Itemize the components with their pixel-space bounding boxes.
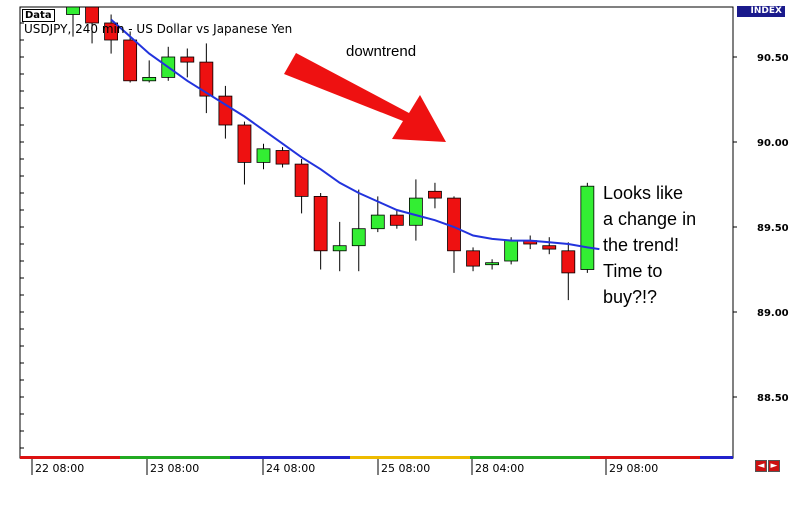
candle (275, 147, 290, 168)
candle-body (389, 214, 404, 226)
candle-body (485, 262, 500, 266)
time-tick-label: 29 08:00 (609, 462, 658, 475)
candle-body (275, 150, 290, 165)
candle-body (504, 240, 519, 262)
price-tick-label: 89.00 (757, 308, 789, 319)
candle (485, 259, 500, 270)
candle (561, 242, 576, 301)
candle (218, 85, 233, 139)
time-tick-label: 24 08:00 (266, 462, 315, 475)
candle-body (428, 190, 442, 199)
time-axis-color-strip (20, 456, 733, 459)
candle (428, 182, 442, 209)
time-tick-label: 22 08:00 (35, 462, 84, 475)
time-axis: 22 08:00 23 08:00 24 08:00 25 08:00 28 04:00… (31, 459, 658, 475)
candle-body (332, 245, 347, 252)
candle (408, 179, 423, 241)
price-tick-label: 90.00 (757, 138, 789, 149)
annotation-line: Time to (603, 261, 663, 281)
candle (447, 196, 461, 273)
candle-body (294, 163, 309, 197)
candle-body (313, 195, 328, 252)
session-color-segment (350, 456, 470, 459)
price-axis: 90.50 90.00 89.50 89.00 88.50 (733, 53, 789, 404)
candle (104, 14, 118, 54)
time-tick-label: 25 08:00 (381, 462, 430, 475)
candle-body (104, 22, 118, 41)
candle (294, 159, 309, 214)
price-tick-label: 89.50 (757, 223, 789, 234)
session-color-segment (590, 456, 700, 459)
session-color-segment (700, 456, 733, 459)
candle-body (351, 228, 366, 247)
price-tick-label: 88.50 (757, 393, 789, 404)
candle-body (466, 250, 480, 267)
scroll-left-button[interactable]: ◄ (755, 460, 767, 472)
candle (313, 193, 328, 270)
session-color-segment (120, 456, 230, 459)
candle (523, 235, 538, 250)
candle-body (580, 185, 595, 270)
price-tick-label: 90.50 (757, 53, 789, 64)
annotation-line: a change in (603, 209, 697, 229)
trend-change-annotation: Looks like a change in the trend! Time t… (603, 180, 723, 310)
candle (142, 60, 157, 83)
candle (332, 221, 347, 272)
candlestick-series (66, 6, 595, 301)
candle (199, 43, 214, 114)
candle (237, 121, 252, 185)
annotation-line: the trend! (603, 235, 680, 255)
downtrend-annotation: downtrend (346, 43, 417, 60)
time-tick-label: 28 04:00 (475, 462, 524, 475)
session-color-segment (20, 456, 120, 459)
time-tick-label: 23 08:00 (150, 462, 199, 475)
candle (123, 31, 138, 83)
candle-body (408, 197, 423, 226)
price-grid (20, 22, 24, 449)
downtrend-arrow (284, 53, 446, 142)
annotation-line: buy?!? (603, 287, 658, 307)
candle (180, 48, 195, 78)
candle-body (66, 6, 80, 15)
moving-average-line (110, 18, 600, 251)
candle-body (180, 56, 195, 63)
candle (351, 189, 366, 272)
candle-body (218, 95, 233, 126)
annotation-line: Looks like (603, 183, 684, 203)
candle (85, 6, 99, 44)
candle-body (85, 6, 99, 24)
candle-body (142, 77, 157, 82)
candle (466, 247, 480, 272)
candle (256, 143, 271, 170)
session-color-segment (470, 456, 590, 459)
session-color-segment (230, 456, 350, 459)
candle (66, 6, 80, 37)
candle-body (199, 61, 214, 97)
index-badge: INDEX (737, 6, 785, 17)
candle (389, 210, 404, 229)
candle-body (370, 214, 385, 230)
candle-body (237, 124, 252, 163)
chart-title: USDJPY, 240 min - US Dollar vs Japanese … (24, 22, 293, 36)
candle-body (123, 39, 138, 82)
candle-body (542, 245, 557, 250)
candle (580, 182, 595, 273)
candle-body (256, 148, 271, 163)
data-window-tag[interactable]: Data (22, 9, 55, 22)
candle (542, 237, 557, 255)
scroll-right-button[interactable]: ► (768, 460, 780, 472)
candle-body (561, 250, 576, 274)
